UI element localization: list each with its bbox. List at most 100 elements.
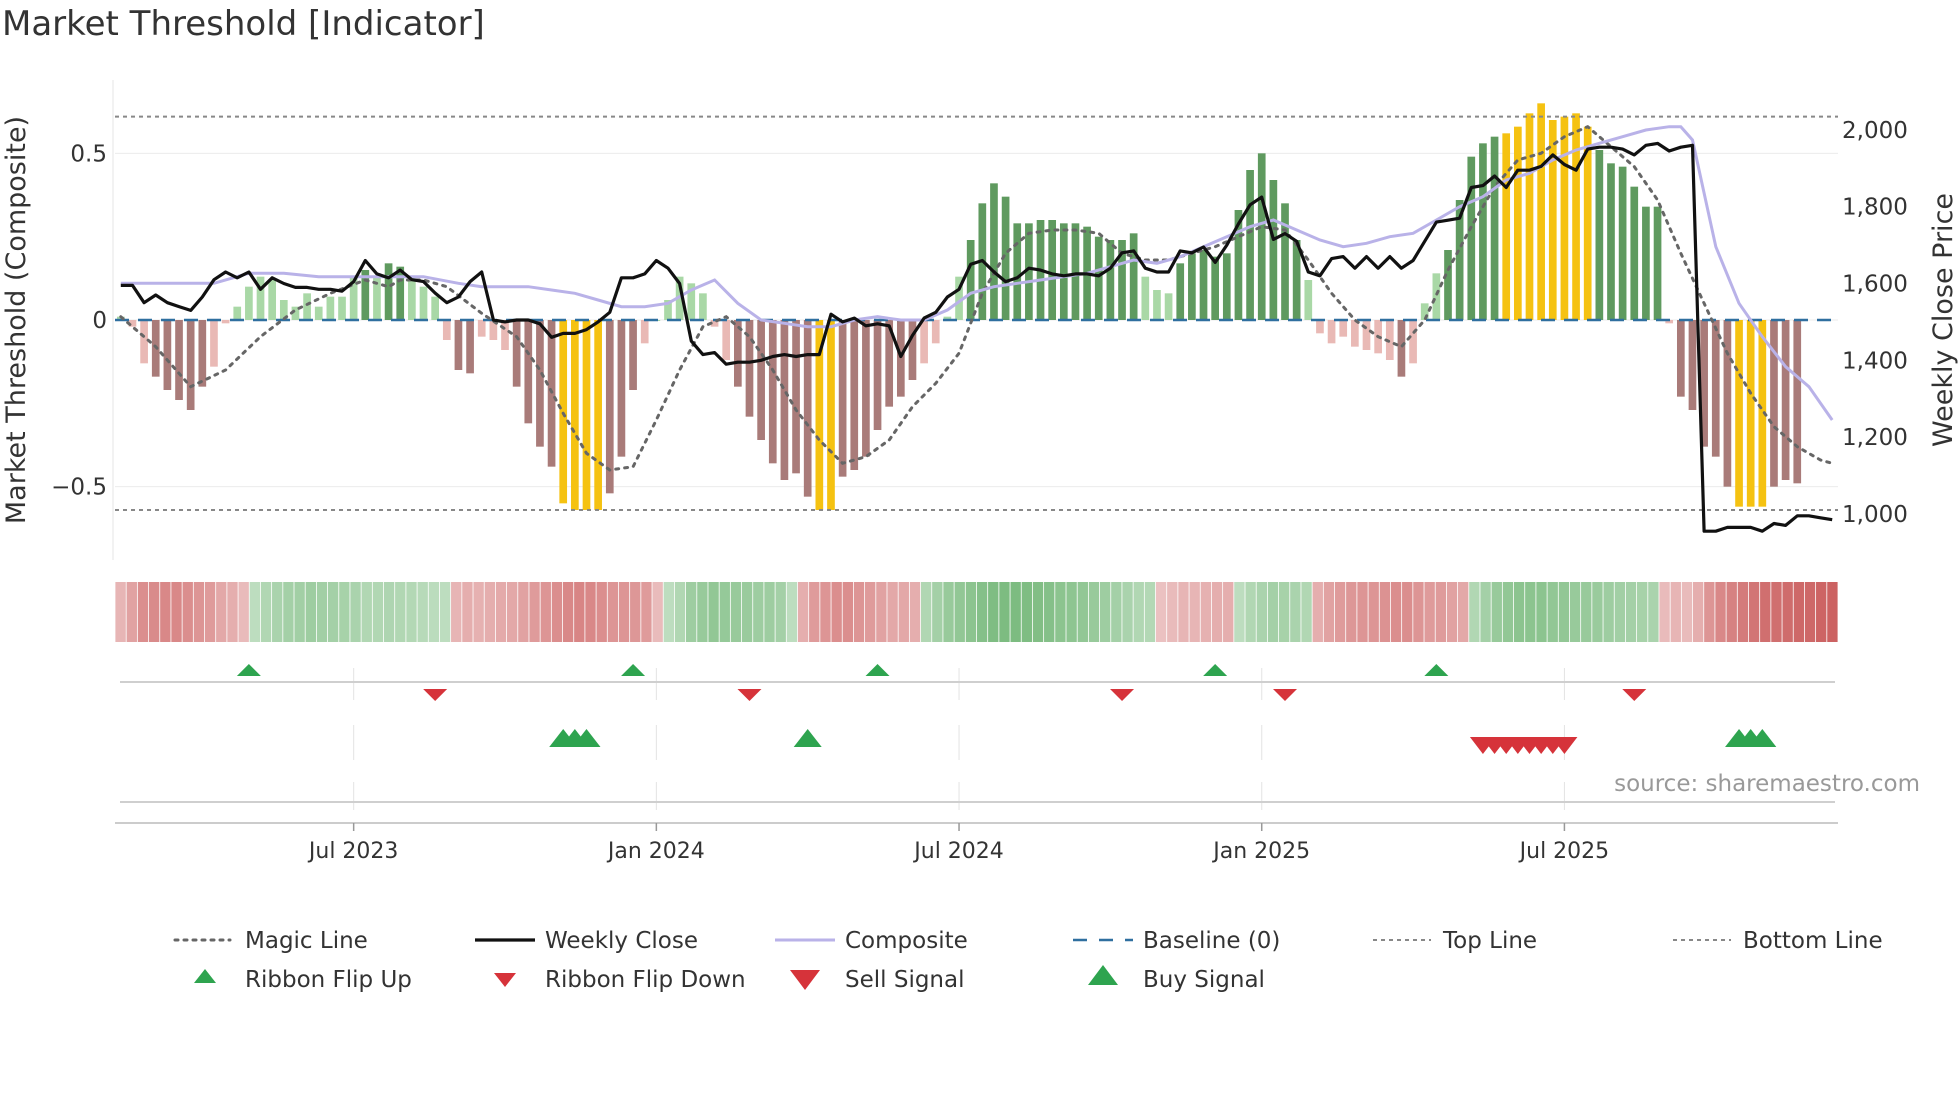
ribbon-cell (126, 582, 137, 642)
composite-bar (1129, 233, 1138, 320)
ribbon-cell (764, 582, 775, 642)
ribbon-cell (439, 582, 451, 642)
ribbon-cell (1301, 582, 1312, 642)
ribbon-cell (1122, 582, 1133, 642)
ribbon-cell (1480, 582, 1491, 642)
composite-bar (664, 300, 672, 320)
ribbon-cell (1099, 582, 1111, 642)
ribbon-cell (1816, 582, 1827, 642)
ribbon-cell (876, 582, 887, 642)
ribbon-cell (1659, 582, 1670, 642)
composite-bar (442, 320, 451, 340)
x-tick-label: Jan 2024 (606, 839, 705, 864)
composite-bar (1001, 196, 1010, 320)
ribbon-cell (965, 582, 977, 642)
composite-bar (1281, 203, 1289, 320)
ribbon-cell (1681, 582, 1693, 642)
ribbon-cell (1536, 582, 1547, 642)
ribbon-cell (1334, 582, 1346, 642)
left-axis-label: Market Threshold (Composite) (1, 116, 32, 524)
left-tick-label: −0.5 (51, 475, 107, 501)
composite-bar (1572, 113, 1580, 320)
ribbon-cell (797, 582, 809, 642)
composite-bar (710, 320, 719, 327)
ribbon-cell (1032, 582, 1044, 642)
ribbon-flip-up-marker (621, 664, 646, 676)
composite-bar (1548, 120, 1557, 320)
legend-item-top: Top Line (1373, 928, 1537, 954)
ribbon-cell (1424, 582, 1435, 642)
composite-bar (1106, 240, 1115, 320)
composite-bar (361, 270, 370, 320)
x-tick-label: Jul 2024 (912, 839, 1004, 864)
ribbon-cell (1223, 582, 1234, 642)
buy-signal-marker (1748, 729, 1777, 747)
ribbon-cell (1021, 582, 1033, 642)
composite-bar (1595, 150, 1604, 320)
composite-bar (1642, 206, 1650, 320)
composite-bar (687, 283, 696, 320)
composite-bar (140, 320, 148, 364)
composite-bar (594, 320, 602, 510)
ribbon-flip-up-marker (1424, 664, 1449, 676)
left-tick-label: 0.5 (70, 141, 107, 167)
ribbon-flip-down-marker (423, 689, 448, 701)
composite-bar (617, 320, 626, 457)
weekly-close-line (120, 141, 1833, 533)
composite-bar (536, 320, 544, 447)
ribbon-cell (395, 582, 406, 642)
legend-item-flip_up: Ribbon Flip Up (194, 967, 412, 993)
ribbon-cell (1804, 582, 1816, 642)
ribbon-cell (674, 582, 686, 642)
ribbon-cell (327, 582, 339, 642)
composite-bar (862, 320, 870, 457)
composite-bar (1199, 250, 1208, 320)
composite-bar (1514, 126, 1522, 321)
composite-bar (1222, 253, 1231, 320)
ribbon-cell (887, 582, 898, 642)
ribbon-cell (406, 582, 417, 642)
ribbon-cell (943, 582, 954, 642)
composite-bar (175, 320, 183, 400)
composite-bar (1013, 223, 1022, 320)
ribbon-cell (1234, 582, 1245, 642)
ribbon-flip-up-marker (236, 664, 261, 676)
ribbon-cell (137, 582, 149, 642)
ribbon-cell (1760, 582, 1771, 642)
ribbon-cell (249, 582, 261, 642)
composite-bar (955, 276, 963, 320)
ribbon-cell (630, 582, 641, 642)
ribbon-cell (1648, 582, 1659, 642)
composite-bar (605, 320, 614, 494)
composite-bar (990, 183, 998, 320)
composite-bar (1141, 276, 1150, 320)
ribbon-cell (495, 582, 507, 642)
ribbon-cell (1435, 582, 1447, 642)
composite-bar (803, 320, 812, 497)
ribbon-cell (428, 582, 440, 642)
ribbon-cell (1044, 582, 1055, 642)
composite-bar (571, 320, 579, 510)
ribbon-cell (115, 582, 126, 642)
ribbon-cell (260, 582, 272, 642)
flip-up-swatch (194, 969, 216, 983)
buy-signal-marker (793, 729, 822, 747)
ribbon-cell (865, 582, 876, 642)
ribbon-cell (227, 582, 238, 642)
composite-bar (1537, 103, 1545, 320)
composite-bar (1618, 166, 1627, 320)
ribbon-cell (506, 582, 518, 642)
composite-bar (501, 320, 509, 350)
ribbon-cell (1715, 582, 1726, 642)
ribbon-cell (618, 582, 630, 642)
composite-bar (1490, 136, 1499, 320)
right-axis-label: Weekly Close Price (1928, 193, 1959, 447)
composite-bar (1164, 293, 1173, 320)
composite-bar (1257, 153, 1266, 320)
ribbon-cell (1457, 582, 1469, 642)
ribbon-cell (842, 582, 854, 642)
composite-bar (1188, 253, 1196, 320)
ribbon-cell (1278, 582, 1290, 642)
legend-label: Composite (845, 928, 968, 954)
ribbon-cell (988, 582, 999, 642)
